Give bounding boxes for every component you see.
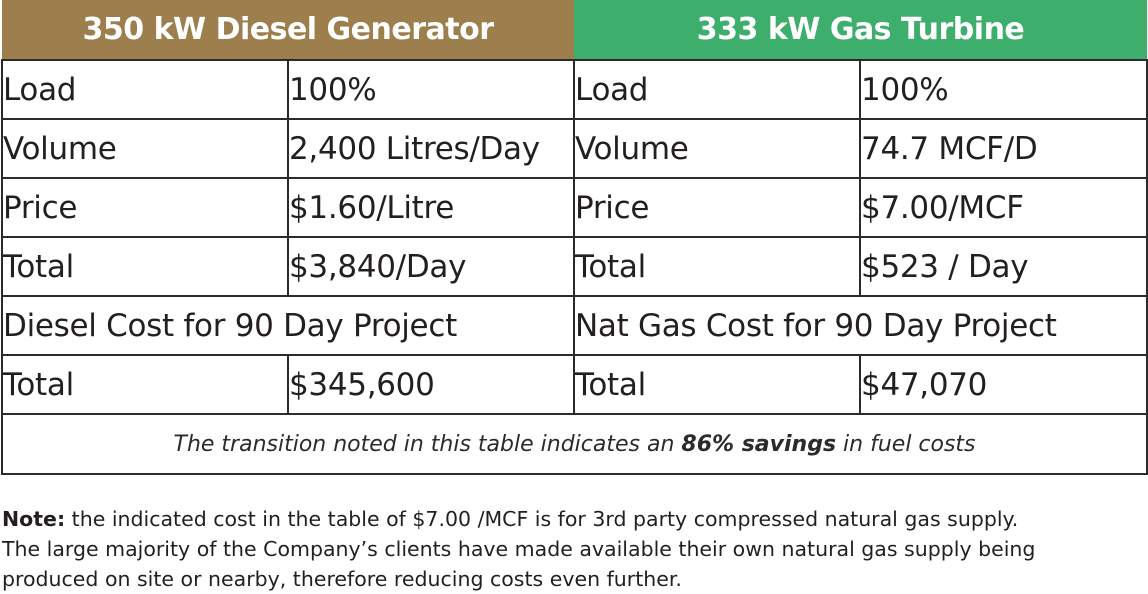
diesel-project-total-value: $345,600	[286, 354, 576, 415]
diesel-price-value: $1.60/Litre	[286, 177, 576, 238]
diesel-daily-total-value: $3,840/Day	[286, 236, 576, 297]
summary-row: The transition noted in this table indic…	[0, 413, 1148, 475]
summary-text-post: in fuel costs	[836, 431, 976, 457]
note-line-1: Note: the indicated cost in the table of…	[2, 504, 1142, 534]
note-line-2: The large majority of the Company’s clie…	[2, 537, 1036, 561]
note-label: Note:	[2, 507, 66, 531]
diesel-volume-value: 2,400 Litres/Day	[286, 118, 576, 179]
gas-turbine-header: 333 kW Gas Turbine	[574, 0, 1148, 60]
gas-daily-total-value: $523 / Day	[859, 236, 1148, 297]
table-row: Load 100% Load 100%	[1, 59, 1148, 120]
diesel-load-value: 100%	[286, 59, 576, 120]
savings-highlight: 86% savings	[681, 431, 837, 457]
summary-text-pre: The transition noted in this table indic…	[173, 431, 682, 457]
gas-price-value: $7.00/MCF	[859, 177, 1148, 238]
note-text-1: the indicated cost in the table of $7.00…	[65, 507, 1019, 531]
table-row: Total $3,840/Day Total $523 / Day	[1, 236, 1148, 297]
diesel-daily-total-label: Total	[1, 236, 289, 297]
gas-load-label: Load	[573, 59, 862, 120]
gas-price-label: Price	[573, 177, 862, 238]
gas-project-cost-label: Nat Gas Cost for 90 Day Project	[573, 295, 1148, 356]
gas-load-value: 100%	[859, 59, 1148, 120]
savings-summary: The transition noted in this table indic…	[0, 413, 1148, 475]
table-row: Total $345,600 Total $47,070	[1, 354, 1148, 415]
diesel-project-cost-label: Diesel Cost for 90 Day Project	[0, 295, 576, 356]
gas-volume-value: 74.7 MCF/D	[859, 118, 1148, 179]
gas-project-total-label: Total	[573, 354, 862, 415]
diesel-generator-header: 350 kW Diesel Generator	[2, 0, 575, 60]
diesel-load-label: Load	[1, 59, 289, 120]
gas-volume-label: Volume	[573, 118, 862, 179]
diesel-volume-label: Volume	[1, 118, 289, 179]
table-row: Price $1.60/Litre Price $7.00/MCF	[1, 177, 1148, 238]
table-row: Volume 2,400 Litres/Day Volume 74.7 MCF/…	[1, 118, 1148, 179]
gas-daily-total-label: Total	[573, 236, 862, 297]
table-row: Diesel Cost for 90 Day Project Nat Gas C…	[0, 295, 1148, 356]
fuel-cost-comparison-table: 350 kW Diesel Generator 333 kW Gas Turbi…	[0, 0, 1148, 475]
diesel-project-total-label: Total	[1, 354, 289, 415]
note-line-3: produced on site or nearby, therefore re…	[2, 567, 682, 591]
gas-project-total-value: $47,070	[859, 354, 1148, 415]
footnote: Note: the indicated cost in the table of…	[2, 504, 1142, 594]
header-row: 350 kW Diesel Generator 333 kW Gas Turbi…	[2, 0, 1148, 60]
diesel-price-label: Price	[1, 177, 289, 238]
